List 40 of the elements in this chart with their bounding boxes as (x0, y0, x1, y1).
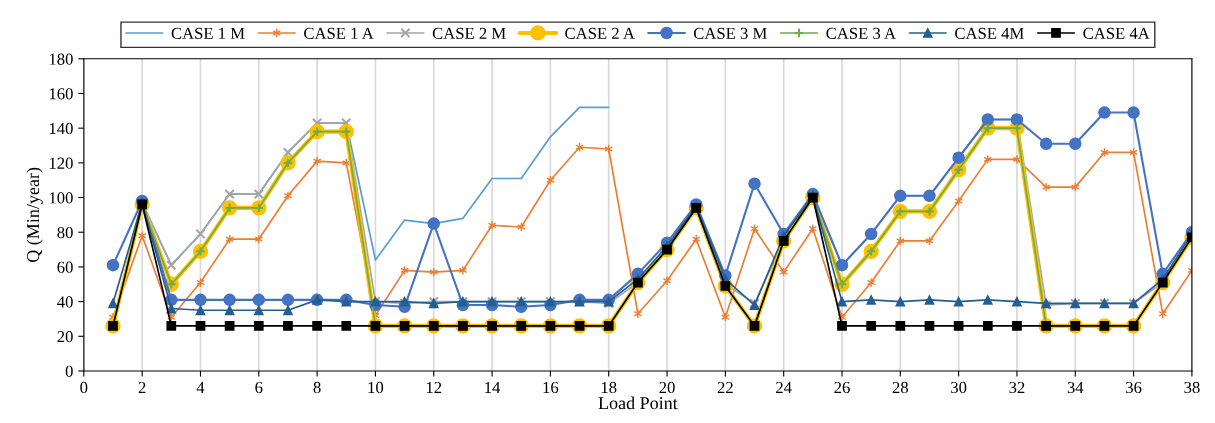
y-tick-label: 40 (57, 296, 73, 308)
legend-label: CASE 3 M (693, 27, 767, 39)
x-tick-label: 6 (255, 381, 263, 394)
y-tick-label: 100 (49, 192, 73, 204)
legend-label: CASE 2 M (432, 27, 506, 39)
x-tick-label: 4 (196, 381, 205, 393)
x-tick-label: 8 (313, 381, 321, 394)
x-tick-label: 12 (426, 381, 442, 393)
x-tick-label: 22 (717, 381, 733, 393)
x-tick-label: 32 (1009, 381, 1025, 394)
x-tick-label: 30 (951, 381, 967, 394)
legend-label: CASE 1 A (304, 27, 374, 39)
legend-label: CASE 2 A (565, 27, 635, 39)
x-tick-label: 16 (543, 381, 559, 394)
x-tick-label: 26 (834, 381, 850, 394)
x-tick-label: 0 (80, 381, 88, 394)
legend-label: CASE 1 M (171, 27, 245, 39)
x-tick-label: 36 (1126, 381, 1142, 394)
y-tick-label: 140 (49, 122, 73, 135)
x-tick-label: 38 (1184, 381, 1200, 394)
legend-label: CASE 3 A (826, 27, 896, 39)
legend-label: CASE 4A (1083, 27, 1150, 39)
x-tick-label: 2 (138, 381, 146, 393)
x-tick-label: 14 (485, 381, 501, 393)
x-tick-label: 20 (659, 381, 675, 394)
y-tick-label: 80 (57, 226, 73, 239)
y-tick-label: 60 (57, 261, 73, 273)
x-tick-label: 28 (892, 381, 909, 394)
y-tick-label: 0 (65, 365, 73, 377)
y-axis-title: Q (Min/year) (26, 167, 43, 263)
y-tick-label: 180 (49, 53, 73, 65)
x-tick-label: 10 (368, 381, 384, 394)
x-tick-label: 18 (601, 381, 617, 394)
y-tick-label: 120 (49, 157, 73, 169)
x-tick-label: 34 (1067, 381, 1084, 394)
y-tick-label: 20 (57, 330, 73, 343)
x-tick-label: 24 (776, 381, 792, 393)
y-tick-label: 160 (49, 88, 73, 100)
x-axis-title: Load Point (598, 396, 678, 410)
legend-label: CASE 4M (955, 27, 1024, 39)
